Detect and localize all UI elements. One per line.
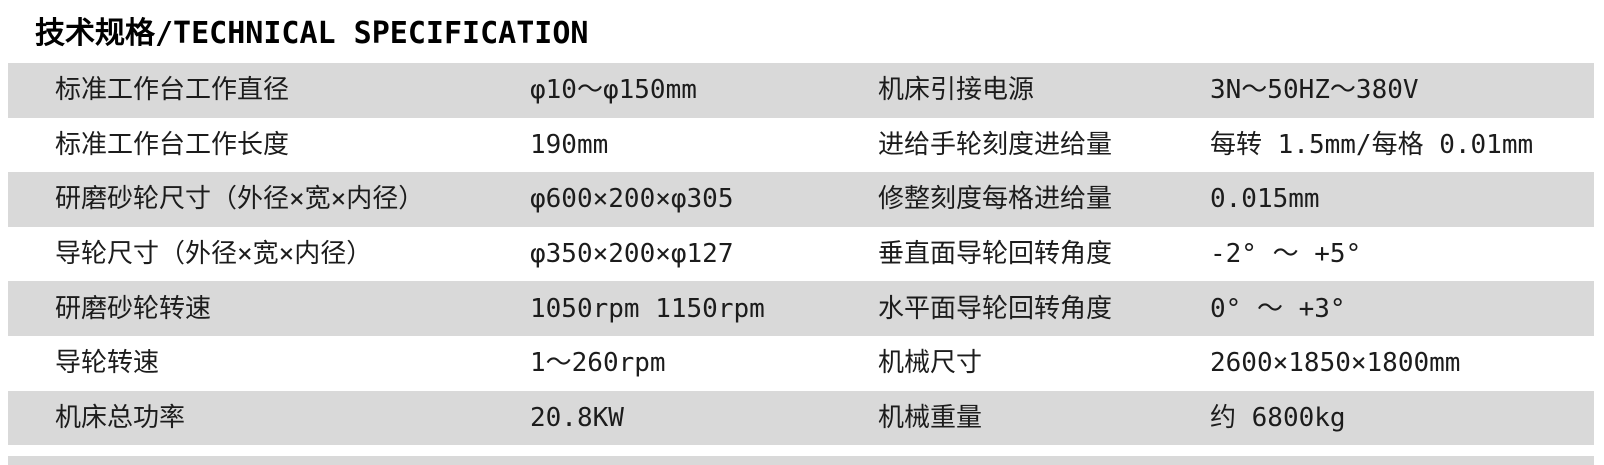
spec-value: φ600×200×φ305 bbox=[530, 184, 734, 215]
spec-label: 机床引接电源 bbox=[878, 75, 1035, 106]
spec-label: 导轮尺寸（外径×宽×内径） bbox=[55, 239, 373, 270]
table-row: 机床总功率 20.8KW 机械重量 约 6800kg bbox=[8, 390, 1594, 446]
table-row: 标准工作台工作长度 190mm 进给手轮刻度进给量 每转 1.5mm/每格 0.… bbox=[8, 118, 1594, 173]
spec-label: 进给手轮刻度进给量 bbox=[878, 129, 1113, 160]
spec-label: 修整刻度每格进给量 bbox=[878, 184, 1113, 215]
spec-value: 0° ～ +3° bbox=[1210, 293, 1346, 324]
spec-value: 190mm bbox=[530, 129, 609, 160]
spec-label: 标准工作台工作长度 bbox=[55, 129, 290, 160]
spec-value: 3N～50HZ～380V bbox=[1210, 75, 1419, 106]
table-row: 导轮转速 1～260rpm 机械尺寸 2600×1850×1800mm bbox=[8, 336, 1594, 391]
table-row: 导轮尺寸（外径×宽×内径） φ350×200×φ127 垂直面导轮回转角度 -2… bbox=[8, 227, 1594, 282]
spec-label: 机械尺寸 bbox=[878, 348, 983, 379]
spec-label: 标准工作台工作直径 bbox=[55, 75, 290, 106]
spec-label: 导轮转速 bbox=[55, 348, 160, 379]
spec-value: 1050rpm 1150rpm bbox=[530, 293, 765, 324]
table-row: 研磨砂轮转速 1050rpm 1150rpm 水平面导轮回转角度 0° ～ +3… bbox=[8, 281, 1594, 336]
spec-value: 0.015mm bbox=[1210, 184, 1320, 215]
spec-value: 20.8KW bbox=[530, 402, 624, 433]
spec-value: 2600×1850×1800mm bbox=[1210, 348, 1461, 379]
spec-value: 约 6800kg bbox=[1210, 402, 1346, 433]
spec-table: 标准工作台工作直径 φ10～φ150mm 机床引接电源 3N～50HZ～380V… bbox=[8, 63, 1594, 446]
page-title: 技术规格/TECHNICAL SPECIFICATION bbox=[35, 16, 589, 51]
spec-value: 1～260rpm bbox=[530, 348, 666, 379]
spec-value: 每转 1.5mm/每格 0.01mm bbox=[1210, 129, 1534, 160]
spec-label: 机床总功率 bbox=[55, 402, 186, 433]
spec-label: 研磨砂轮尺寸（外径×宽×内径） bbox=[55, 184, 425, 215]
spec-label: 垂直面导轮回转角度 bbox=[878, 239, 1113, 270]
table-row: 标准工作台工作直径 φ10～φ150mm 机床引接电源 3N～50HZ～380V bbox=[8, 63, 1594, 118]
table-bottom-strip bbox=[8, 456, 1594, 465]
spec-value: -2° ～ +5° bbox=[1210, 239, 1362, 270]
spec-label: 研磨砂轮转速 bbox=[55, 293, 212, 324]
table-row: 研磨砂轮尺寸（外径×宽×内径） φ600×200×φ305 修整刻度每格进给量 … bbox=[8, 172, 1594, 227]
spec-label: 机械重量 bbox=[878, 402, 983, 433]
spec-value: φ10～φ150mm bbox=[530, 75, 697, 106]
spec-label: 水平面导轮回转角度 bbox=[878, 293, 1113, 324]
spec-value: φ350×200×φ127 bbox=[530, 239, 734, 270]
